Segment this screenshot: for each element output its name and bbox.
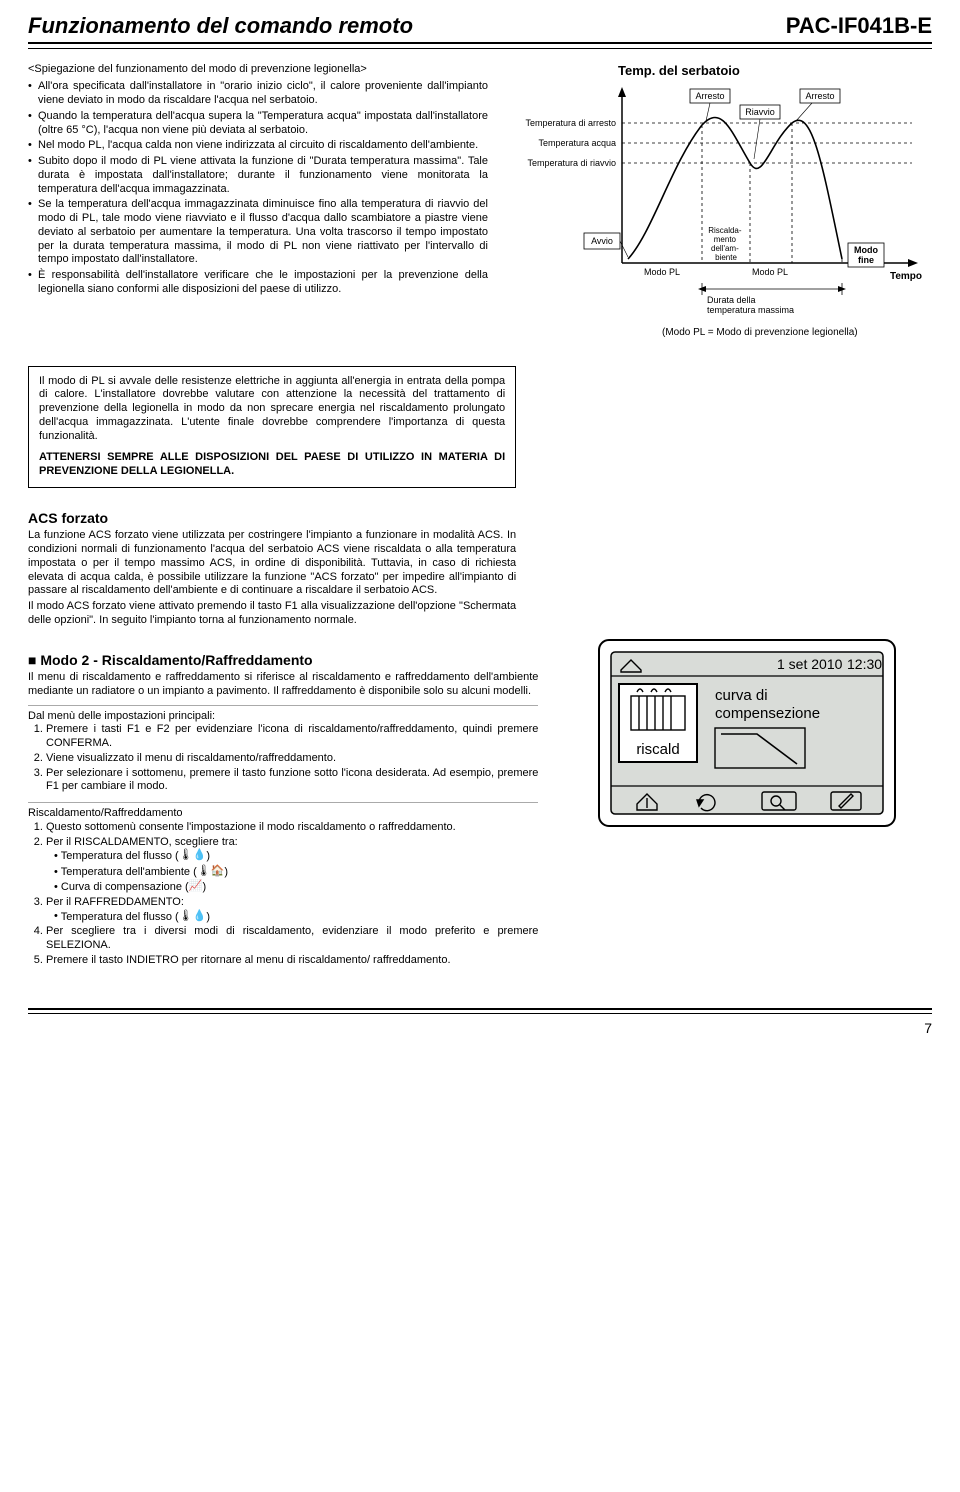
sub-step: Per il RISCALDAMENTO, scegliere tra: Tem…	[46, 836, 538, 895]
svg-text:temperatura massima: temperatura massima	[707, 305, 794, 315]
bullet-item: Se la temperatura dell'acqua immagazzina…	[28, 198, 488, 267]
risc-raff-subheading: Riscaldamento/Raffreddamento	[28, 807, 538, 821]
svg-text:Riscalda- mento: Riscalda- mento dell'am- biente	[708, 226, 744, 262]
heating-opt: Temperatura dell'ambiente (🌡🏠)	[54, 865, 538, 880]
svg-text:fine: fine	[858, 255, 874, 265]
footer-rules	[28, 1008, 932, 1014]
thermometer-drop-icon: 🌡💧	[179, 849, 207, 863]
header-rule	[28, 48, 932, 49]
svg-text:Arresto: Arresto	[695, 91, 724, 101]
thermometer-drop-icon: 🌡💧	[179, 910, 207, 924]
legionella-bullets: All'ora specificata dall'installatore in…	[28, 80, 488, 296]
menu-steps: Premere i tasti F1 e F2 per evidenziare …	[28, 723, 538, 794]
sub-step-text: Per il RISCALDAMENTO, scegliere tra:	[46, 836, 238, 848]
menu-step: Premere i tasti F1 e F2 per evidenziare …	[46, 723, 538, 751]
pl-note-box: Il modo di PL si avvale delle resistenze…	[28, 366, 516, 488]
modo2-heading: ■ Modo 2 - Riscaldamento/Raffreddamento	[28, 652, 538, 670]
menu-step: Per selezionare i sottomenu, premere il …	[46, 767, 538, 795]
svg-text:Tempo: Tempo	[890, 271, 922, 282]
bullet-item: Subito dopo il modo di PL viene attivata…	[28, 155, 488, 196]
thermometer-house-icon: 🌡🏠	[197, 865, 225, 879]
svg-text:(Modo PL = Modo di prevenzione: (Modo PL = Modo di prevenzione legionell…	[662, 327, 858, 338]
svg-text:Riavvio: Riavvio	[745, 107, 775, 117]
svg-text:Temperatura di riavvio: Temperatura di riavvio	[527, 158, 616, 168]
heating-opt: Temperatura del flusso (🌡💧)	[54, 849, 538, 864]
bullet-item: All'ora specificata dall'installatore in…	[28, 80, 488, 108]
bullet-item: Nel modo PL, l'acqua calda non viene ind…	[28, 139, 488, 153]
acs-heading: ACS forzato	[28, 510, 932, 528]
lcd-display: 1 set 2010 12:30 riscald curva di compen…	[597, 638, 897, 828]
svg-text:Modo PL: Modo PL	[752, 267, 788, 277]
svg-text:curva di: curva di	[715, 687, 768, 704]
sub-step: Premere il tasto INDIETRO per ritornare …	[46, 954, 538, 968]
page-header: Funzionamento del comando remoto PAC-IF0…	[28, 12, 932, 44]
svg-text:Modo PL: Modo PL	[644, 267, 680, 277]
sub-step: Per il RAFFREDDAMENTO: Temperatura del f…	[46, 896, 538, 924]
menu-step: Viene visualizzato il menu di riscaldame…	[46, 752, 538, 766]
curve-icon: 📈	[189, 880, 203, 894]
sub-step: Per scegliere tra i diversi modi di risc…	[46, 925, 538, 953]
chart-title: Temp. del serbatoio	[618, 63, 932, 79]
sub-step: Questo sottomenù consente l'impostazione…	[46, 821, 538, 835]
sub-step-text: Per il RAFFREDDAMENTO:	[46, 896, 184, 908]
svg-text:Temperatura di arresto: Temperatura di arresto	[525, 118, 616, 128]
svg-text:Arresto: Arresto	[805, 91, 834, 101]
svg-text:compensezione: compensezione	[715, 705, 820, 722]
lcd-screenshot: 1 set 2010 12:30 riscald curva di compen…	[562, 634, 932, 969]
cooling-options: Temperatura del flusso (🌡💧)	[46, 910, 538, 925]
page-title: Funzionamento del comando remoto	[28, 12, 413, 40]
acs-body: La funzione ACS forzato viene utilizzata…	[28, 529, 516, 627]
heating-options: Temperatura del flusso (🌡💧) Temperatura …	[46, 849, 538, 895]
page-number: 7	[28, 1020, 932, 1038]
svg-text:Temperatura acqua: Temperatura acqua	[538, 138, 616, 148]
menu-lead: Dal menù delle impostazioni principali:	[28, 710, 538, 724]
tank-temp-chart-area: Temp. del serbatoio Temperatura di arres…	[512, 63, 932, 348]
legionella-subtitle: <Spiegazione del funzionamento del modo …	[28, 63, 488, 77]
svg-text:Modo: Modo	[854, 245, 878, 255]
model-number: PAC-IF041B-E	[786, 12, 932, 40]
svg-text:Durata della: Durata della	[707, 295, 756, 305]
sub-steps: Questo sottomenù consente l'impostazione…	[28, 821, 538, 968]
note-body: Il modo di PL si avvale delle resistenze…	[39, 375, 505, 444]
legionella-explanation: <Spiegazione del funzionamento del modo …	[28, 63, 488, 348]
bullet-item: È responsabilità dell'installatore verif…	[28, 269, 488, 297]
svg-text:Avvio: Avvio	[591, 236, 613, 246]
tank-temp-chart: Temperatura di arresto Temperatura acqua…	[512, 83, 932, 343]
note-warning: ATTENERSI SEMPRE ALLE DISPOSIZIONI DEL P…	[39, 451, 505, 479]
modo2-intro: Il menu di riscaldamento e raffreddament…	[28, 671, 538, 699]
svg-text:riscald: riscald	[637, 741, 680, 758]
cooling-opt: Temperatura del flusso (🌡💧)	[54, 910, 538, 925]
bullet-item: Quando la temperatura dell'acqua supera …	[28, 110, 488, 138]
heating-opt: Curva di compensazione (📈)	[54, 880, 538, 895]
svg-text:1 set 2010: 1 set 2010	[777, 656, 843, 672]
svg-text:12:30: 12:30	[847, 656, 882, 672]
